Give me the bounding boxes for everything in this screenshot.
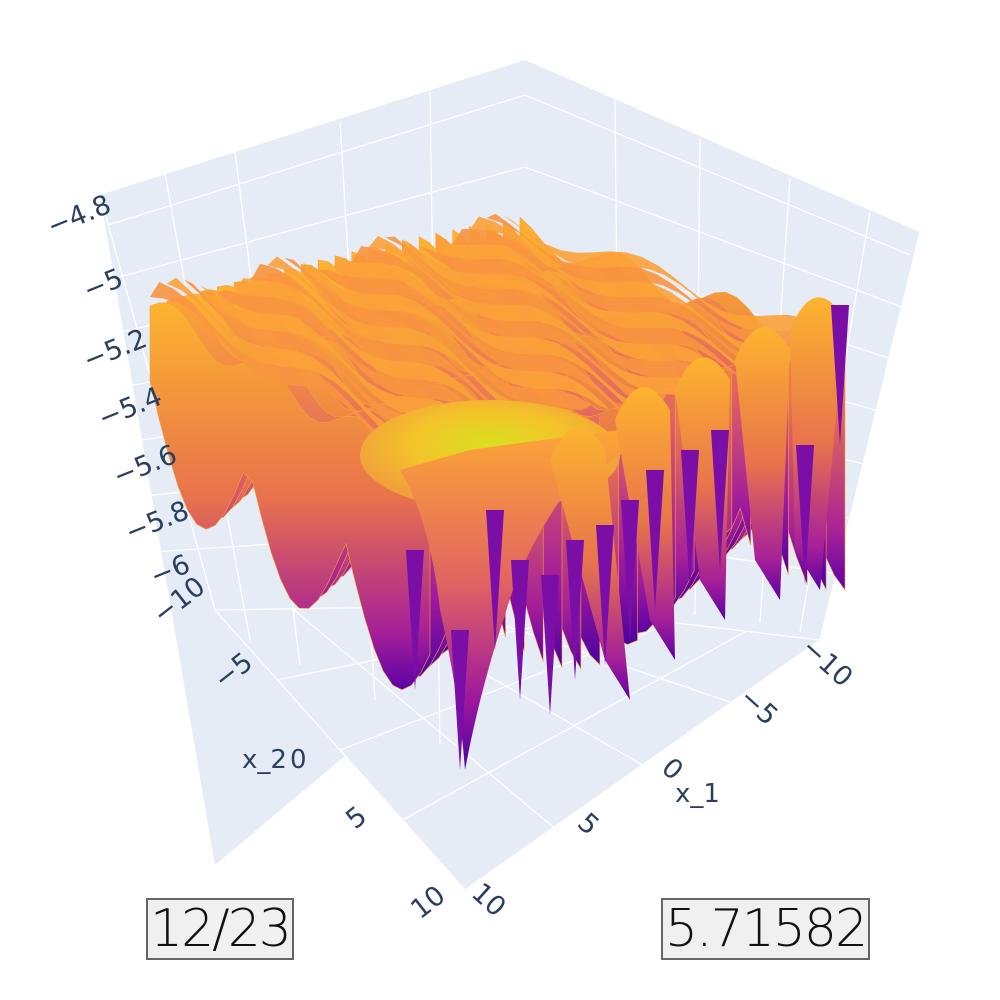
surface-top-strip	[402, 238, 724, 373]
surface-top-strip	[486, 213, 818, 348]
surface-top-strip	[318, 269, 629, 415]
surface-spike	[711, 430, 729, 570]
surface-spike	[451, 630, 469, 770]
surface-top-strip	[284, 257, 592, 411]
floor-pane	[215, 605, 820, 890]
surface-top-strip	[250, 263, 554, 442]
surface-spike	[511, 560, 529, 700]
surface-top-strip	[368, 235, 686, 395]
x2-tick-label: 0	[290, 745, 307, 775]
surface-spike	[596, 525, 614, 665]
surface-top-strip	[217, 290, 516, 450]
x2-tick-label: 10	[405, 880, 451, 926]
value-readout-box: 5.71582	[661, 898, 871, 960]
surface-top-strip	[183, 279, 479, 444]
surface-top-strip	[351, 246, 667, 410]
surface-arch	[735, 327, 790, 600]
surface-arch	[615, 387, 675, 660]
grid-line	[107, 94, 526, 226]
surface-top-strip	[419, 245, 743, 378]
surface-spike	[796, 445, 814, 585]
grid-line	[402, 630, 747, 821]
surface-spike	[406, 550, 424, 690]
grid-line	[107, 166, 526, 281]
x1-axis-title: x_1	[675, 779, 720, 809]
surface-top-strip	[166, 277, 460, 457]
surface-top-strip	[335, 261, 648, 415]
surface-top-strip	[452, 229, 780, 377]
surface-arch	[675, 357, 730, 620]
surface-top-strip	[267, 256, 573, 426]
surface-spike	[681, 450, 699, 590]
x2-axis-title: x_2	[242, 745, 287, 775]
z-tick-label: −4.8	[43, 189, 115, 242]
grid-line	[524, 94, 911, 256]
surface-top-strip	[200, 285, 497, 448]
surface-top-strip	[469, 216, 799, 364]
surface-spike	[646, 470, 664, 610]
surface-top-strip	[234, 278, 535, 451]
frame-counter-box: 12/23	[146, 898, 294, 960]
surface-top-strip	[435, 243, 762, 379]
surface-top-strip	[150, 282, 441, 474]
surface-spike	[621, 500, 639, 640]
surface-spike	[831, 305, 849, 445]
grid-line	[464, 639, 821, 891]
surface-spike	[566, 540, 584, 680]
x2-tick-label: 5	[340, 801, 373, 836]
grid-line	[524, 166, 911, 311]
surface-arch	[550, 427, 630, 700]
surface-spike	[486, 510, 504, 650]
surface-top-strip	[503, 215, 837, 336]
surface-top-strip	[301, 261, 611, 410]
surface-spike	[541, 575, 559, 715]
surface-top-strip	[385, 236, 705, 379]
surface-mesh	[149, 213, 849, 770]
